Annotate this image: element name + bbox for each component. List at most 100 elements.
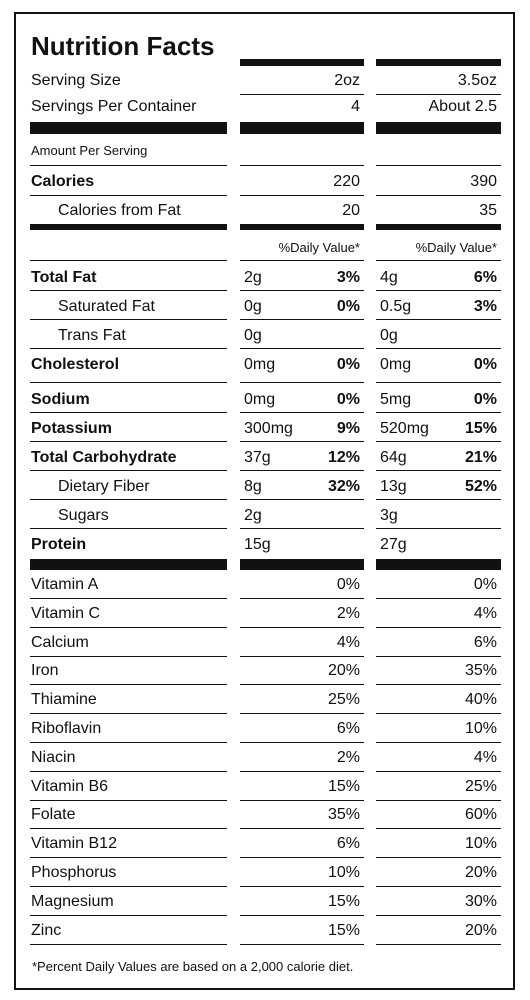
nutrient-percent-b: 52%: [464, 478, 497, 495]
nutrient-label: Sugars: [58, 507, 109, 524]
divider: [240, 499, 364, 500]
nutrient-amount-a: 2g: [244, 269, 262, 286]
divider: [240, 290, 364, 291]
divider: [30, 195, 227, 196]
divider: [30, 656, 227, 657]
divider: [240, 944, 364, 945]
calories-from-fat-a: 20: [342, 202, 360, 219]
nutrient-percent-b: 6%: [473, 269, 497, 286]
vitamins-bar-label: [30, 559, 227, 570]
vitamin-label: Phosphorus: [31, 864, 117, 881]
nutrient-amount-b: 5mg: [380, 391, 412, 408]
nutrient-percent-a: 12%: [327, 449, 360, 466]
divider: [30, 598, 227, 599]
calories-label: Calories: [31, 173, 95, 190]
nutrient-amount-b: 0.5g: [380, 298, 412, 315]
divider: [376, 319, 501, 320]
nutrient-label: Potassium: [31, 420, 112, 437]
divider: [30, 499, 227, 500]
vitamin-label: Vitamin B6: [31, 777, 109, 795]
vitamin-percent-b: 4%: [473, 748, 497, 766]
thick-bar-label: [30, 122, 227, 134]
nutrient-label: Sodium: [31, 391, 90, 408]
thick-bar-a: [240, 122, 364, 134]
divider: [376, 800, 501, 801]
divider: [376, 165, 501, 166]
divider: [376, 742, 501, 743]
divider: [30, 165, 227, 166]
divider: [30, 412, 227, 413]
divider: [376, 348, 501, 349]
nutrient-amount-b: 3g: [380, 507, 398, 524]
divider: [240, 382, 364, 383]
serving-size-b: 3.5oz: [457, 72, 497, 89]
nutrient-label: Trans Fat: [58, 327, 126, 344]
nutrient-label: Dietary Fiber: [58, 478, 150, 495]
nutrient-amount-a: 0g: [244, 298, 262, 315]
vitamin-label: Folate: [31, 806, 76, 824]
vitamin-percent-a: 35%: [327, 806, 360, 824]
nutrient-amount-a: 2g: [244, 507, 262, 524]
servings-per-container-a: 4: [351, 98, 360, 115]
divider: [30, 290, 227, 291]
nutrient-percent-a: 0%: [336, 298, 360, 315]
divider: [240, 470, 364, 471]
divider: [376, 944, 501, 945]
divider: [376, 886, 501, 887]
nutrient-label: Protein: [31, 536, 87, 553]
divider: [376, 713, 501, 714]
divider: [240, 742, 364, 743]
nutrient-label: Total Fat: [31, 269, 97, 286]
vitamin-percent-b: 60%: [464, 806, 497, 824]
vitamin-percent-a: 25%: [327, 691, 360, 709]
divider: [240, 94, 364, 95]
medium-bar-label: [30, 224, 227, 230]
nutrient-amount-b: 4g: [380, 269, 398, 286]
nutrient-percent-a: 3%: [336, 269, 360, 286]
divider: [30, 470, 227, 471]
daily-value-header-b: %Daily Value*: [415, 240, 497, 255]
vitamin-label: Vitamin B12: [31, 835, 117, 853]
serving-size-a: 2oz: [334, 72, 360, 89]
vitamin-label: Riboflavin: [31, 720, 102, 737]
divider: [240, 684, 364, 685]
footnote: *Percent Daily Values are based on a 2,0…: [32, 959, 354, 974]
divider: [376, 915, 501, 916]
nutrient-percent-b: 3%: [473, 298, 497, 315]
divider: [30, 684, 227, 685]
divider: [376, 290, 501, 291]
nutrient-label: Saturated Fat: [58, 298, 155, 315]
vitamin-percent-b: 20%: [464, 864, 497, 881]
nutrient-percent-a: 0%: [336, 356, 360, 373]
nutrient-amount-a: 0mg: [244, 356, 276, 373]
vitamin-percent-a: 6%: [336, 720, 360, 737]
divider: [240, 165, 364, 166]
divider: [30, 886, 227, 887]
divider: [240, 319, 364, 320]
top-bar-a: [240, 59, 364, 66]
nutrient-amount-a: 300mg: [244, 420, 293, 437]
nutrient-percent-a: 9%: [336, 420, 360, 437]
divider: [376, 828, 501, 829]
vitamin-label: Iron: [31, 662, 59, 680]
nutrient-percent-b: 21%: [464, 449, 497, 466]
vitamins-bar-b: [376, 559, 501, 570]
vitamin-percent-a: 6%: [336, 835, 360, 853]
nutrient-amount-b: 520mg: [380, 420, 429, 437]
daily-value-header-a: %Daily Value*: [278, 240, 360, 255]
nutrient-amount-b: 64g: [380, 449, 407, 466]
divider: [30, 800, 227, 801]
divider: [30, 771, 227, 772]
calories-a: 220: [333, 173, 360, 190]
divider: [30, 348, 227, 349]
nutrition-facts-label: Nutrition Facts Serving Size 2oz 3.5oz S…: [14, 12, 515, 990]
vitamin-label: Magnesium: [31, 892, 114, 910]
nutrient-amount-a: 0mg: [244, 391, 276, 408]
vitamin-percent-b: 25%: [464, 777, 497, 795]
divider: [240, 800, 364, 801]
serving-size-label: Serving Size: [31, 72, 121, 89]
divider: [376, 382, 501, 383]
divider: [376, 441, 501, 442]
divider: [30, 319, 227, 320]
vitamin-percent-a: 20%: [327, 662, 360, 680]
